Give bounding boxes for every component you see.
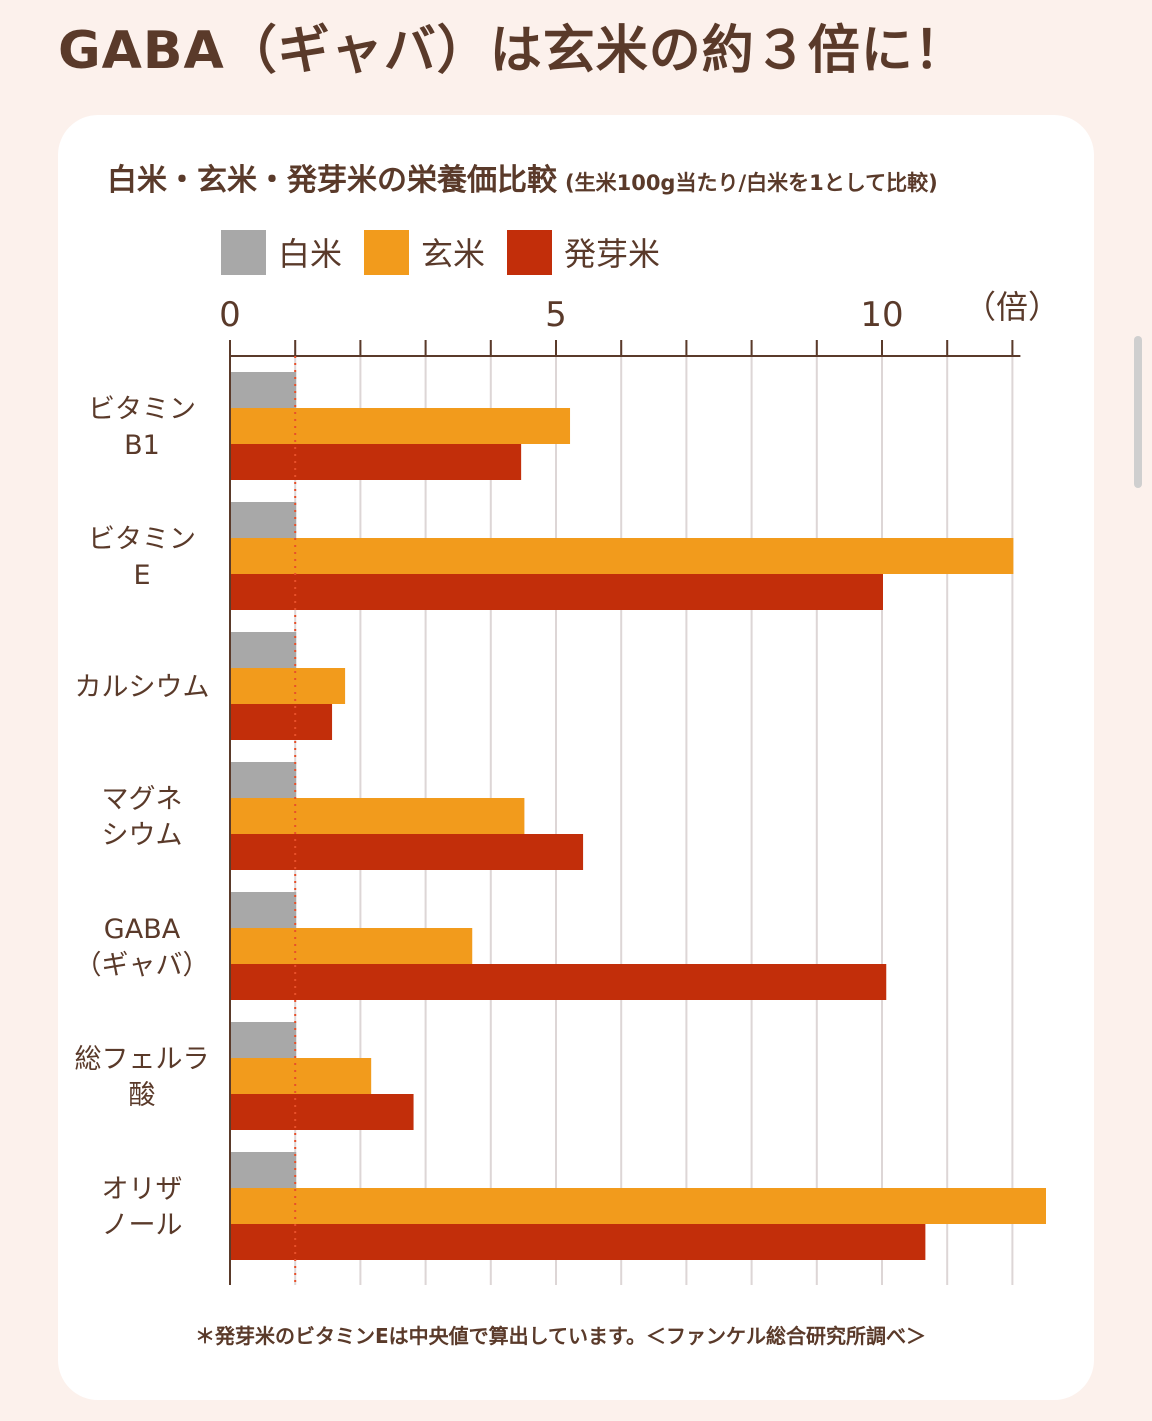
category-label: 総フェルラ bbox=[75, 1044, 210, 1075]
legend-swatch-hatsugamai bbox=[507, 229, 553, 275]
legend-item-hakumai: 白米 bbox=[221, 229, 342, 275]
x-tick-label: 0 bbox=[219, 295, 241, 335]
bar-genmai bbox=[231, 668, 346, 704]
chart-legend: 白米 玄米 発芽米 bbox=[221, 229, 682, 275]
category-label: （ギャバ） bbox=[75, 950, 210, 981]
category-label: ビタミン bbox=[88, 524, 196, 555]
chart-title-block: 白米・玄米・発芽米の栄養価比較 (生米100g当たり/白米を1として比較) bbox=[107, 155, 938, 199]
bar-genmai bbox=[231, 928, 473, 964]
page-headline: GABA（ギャバ）は玄米の約３倍に！ bbox=[58, 21, 967, 81]
category-label: カルシウム bbox=[75, 672, 210, 703]
bar-hatsugamai bbox=[231, 444, 522, 480]
category-label: シウム bbox=[102, 820, 183, 851]
legend-label-hatsugamai: 発芽米 bbox=[564, 235, 661, 273]
legend-item-hatsugamai: 発芽米 bbox=[507, 229, 660, 275]
legend-label-genmai: 玄米 bbox=[421, 235, 486, 273]
x-tick-label: 5 bbox=[545, 295, 567, 335]
x-unit-label: （倍） bbox=[964, 288, 1060, 326]
bar-hatsugamai bbox=[231, 1224, 926, 1260]
category-label: オリザ bbox=[102, 1174, 183, 1205]
legend-swatch-hakumai bbox=[221, 229, 266, 275]
legend-label-hakumai: 白米 bbox=[278, 235, 343, 273]
bar-genmai bbox=[231, 538, 1014, 574]
legend-swatch-genmai bbox=[364, 229, 410, 275]
bar-hatsugamai bbox=[231, 574, 883, 610]
bar-hakumai bbox=[231, 1022, 297, 1058]
chart-footnote: ＊発芽米のビタミンEは中央値で算出しています。＜ファンケル総合研究所調べ＞ bbox=[195, 1324, 927, 1348]
category-label: E bbox=[133, 560, 150, 591]
chart-subtitle: (生米100g当たり/白米を1として比較) bbox=[565, 171, 938, 195]
x-tick-label: 10 bbox=[860, 295, 903, 335]
bar-genmai bbox=[231, 1188, 1046, 1224]
bar-hatsugamai bbox=[231, 1094, 414, 1130]
bar-hakumai bbox=[231, 1152, 297, 1188]
category-label: 酸 bbox=[129, 1080, 156, 1111]
bar-hakumai bbox=[231, 502, 297, 538]
bar-hakumai bbox=[231, 892, 297, 928]
legend-item-genmai: 玄米 bbox=[364, 229, 485, 275]
bar-genmai bbox=[231, 798, 525, 834]
category-label: GABA bbox=[104, 914, 181, 945]
category-label: B1 bbox=[124, 430, 160, 461]
bar-genmai bbox=[231, 1058, 372, 1094]
page-scrollbar[interactable] bbox=[1134, 336, 1142, 488]
bar-hakumai bbox=[231, 632, 297, 668]
bar-hatsugamai bbox=[231, 834, 584, 870]
category-label: マグネ bbox=[102, 784, 183, 815]
category-label: ビタミン bbox=[88, 394, 196, 425]
bar-hakumai bbox=[231, 372, 297, 408]
bar-hakumai bbox=[231, 762, 297, 798]
bar-hatsugamai bbox=[231, 704, 333, 740]
chart-title: 白米・玄米・発芽米の栄養価比較 bbox=[107, 163, 557, 198]
bar-hatsugamai bbox=[231, 964, 887, 1000]
category-label: ノール bbox=[102, 1210, 183, 1241]
bar-genmai bbox=[231, 408, 571, 444]
